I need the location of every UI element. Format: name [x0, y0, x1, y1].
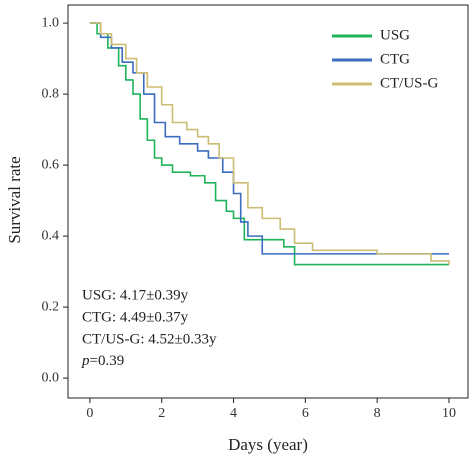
- y-tick-label: 0.6: [42, 157, 60, 172]
- y-tick-label: 0.0: [42, 370, 60, 385]
- legend-label: CTG: [380, 51, 410, 67]
- x-axis-label: Days (year): [228, 435, 308, 454]
- annotation: CT/US-G: 4.52±0.33y: [82, 331, 217, 347]
- x-tick-label: 4: [230, 406, 237, 421]
- annotation-part: p: [81, 353, 90, 369]
- x-tick-label: 2: [158, 406, 165, 421]
- plot-frame: [67, 4, 469, 399]
- annotation: p=0.39: [81, 353, 124, 369]
- x-tick-label: 8: [374, 406, 381, 421]
- y-tick-label: 0.2: [42, 299, 60, 314]
- survival-curve: [89, 22, 449, 255]
- y-tick-label: 0.8: [42, 86, 60, 101]
- annotation: CTG: 4.49±0.37y: [82, 309, 189, 325]
- legend-label: CT/US-G: [380, 75, 439, 91]
- annotation: USG: 4.17±0.39y: [82, 287, 189, 303]
- annotation-part: =0.39: [90, 353, 125, 369]
- x-tick-label: 0: [86, 406, 93, 421]
- y-tick-label: 1.0: [42, 15, 60, 30]
- y-tick-label: 0.4: [42, 228, 60, 243]
- survival-curve: [89, 22, 450, 265]
- survival-curve: [89, 22, 449, 266]
- y-axis-label: Survival rate: [5, 156, 24, 243]
- x-tick-label: 10: [442, 406, 456, 421]
- legend-label: USG: [380, 27, 410, 43]
- x-tick-label: 6: [302, 406, 309, 421]
